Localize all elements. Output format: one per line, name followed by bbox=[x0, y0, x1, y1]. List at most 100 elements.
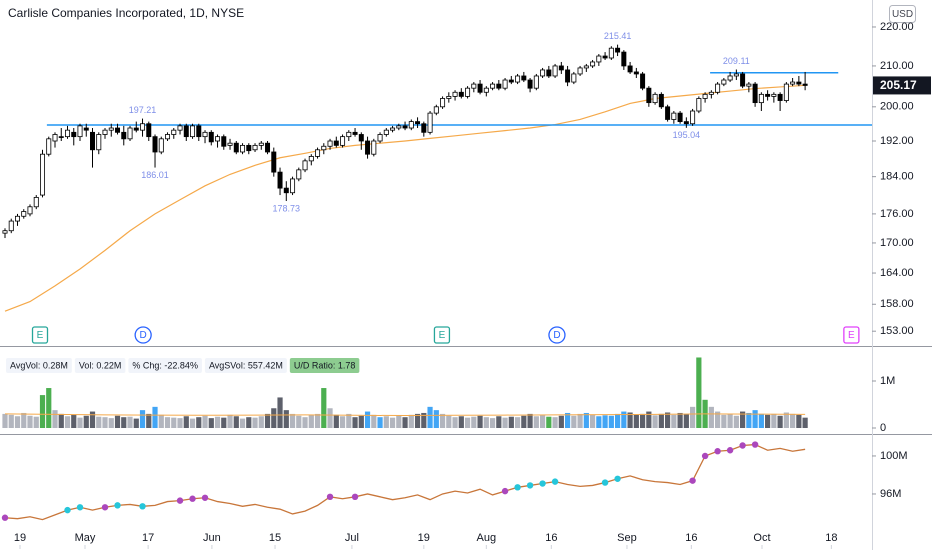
volume-bar bbox=[146, 413, 152, 429]
candle-body bbox=[752, 83, 758, 104]
candle-body bbox=[490, 83, 496, 89]
x-tick-label: 19 bbox=[418, 532, 430, 544]
candle-body bbox=[521, 75, 527, 81]
price-annotation: 178.73 bbox=[273, 203, 301, 213]
candle-body bbox=[252, 144, 258, 151]
x-tick-label: 15 bbox=[269, 532, 281, 544]
volume-bar bbox=[183, 416, 189, 429]
candle-body bbox=[696, 98, 702, 112]
candle-body bbox=[665, 106, 671, 120]
candle-body bbox=[615, 47, 621, 53]
volume-bar bbox=[696, 357, 702, 429]
candle-body bbox=[583, 65, 589, 69]
candle-body bbox=[502, 79, 508, 89]
volume-bar bbox=[446, 415, 452, 429]
candle-body bbox=[415, 121, 421, 125]
volume-bar bbox=[27, 415, 33, 429]
candle-body bbox=[465, 87, 471, 97]
candle-body bbox=[621, 51, 627, 67]
candle-body bbox=[308, 156, 314, 162]
volume-bar bbox=[283, 410, 289, 429]
candle-body bbox=[77, 125, 83, 138]
candle-body bbox=[258, 142, 264, 146]
candle-body bbox=[733, 73, 739, 77]
candle-body bbox=[421, 123, 427, 133]
candle-body bbox=[721, 79, 727, 85]
candle-body bbox=[27, 206, 33, 215]
obv-marker bbox=[1, 514, 9, 521]
axes: 220.00 210.00 200.00 192.00 184.00 176.00 170.… bbox=[14, 21, 931, 549]
obv-marker bbox=[714, 448, 721, 455]
indicator-label: Vol: 0.22M bbox=[79, 360, 122, 370]
candle-body bbox=[402, 125, 408, 129]
volume-bar bbox=[308, 414, 314, 429]
x-tick-label: 19 bbox=[14, 532, 26, 544]
volume-bar bbox=[533, 416, 539, 429]
volume-bar bbox=[733, 415, 739, 429]
volume-bar bbox=[358, 415, 364, 429]
volume-bar bbox=[239, 418, 246, 429]
candle-body bbox=[240, 144, 246, 153]
candle-body bbox=[590, 61, 596, 67]
candle-body bbox=[433, 106, 439, 114]
event-marker bbox=[433, 326, 451, 344]
event-label: D bbox=[553, 330, 560, 341]
obv-marker bbox=[139, 503, 146, 510]
price-annotation: 215.41 bbox=[604, 31, 632, 41]
y-tick-label: 220.00 bbox=[880, 21, 914, 33]
volume-bar bbox=[715, 411, 721, 429]
volume-bar bbox=[83, 415, 89, 429]
volume-bar bbox=[89, 411, 96, 429]
obv-marker bbox=[326, 493, 334, 501]
candle-body bbox=[608, 47, 614, 59]
volume-bar bbox=[558, 415, 564, 429]
obv-marker bbox=[739, 442, 746, 449]
candle-body bbox=[233, 142, 239, 153]
volume-panel: AvgVol: 0.28M Vol: 0.22M % Chg: -22.84% Avg… bbox=[2, 357, 808, 429]
volume-bar bbox=[364, 411, 371, 429]
candle-body bbox=[152, 136, 158, 153]
candle-body bbox=[215, 136, 221, 142]
volume-bar bbox=[602, 415, 608, 429]
x-tick-label: Sep bbox=[617, 532, 637, 544]
y-tick-label: 200.00 bbox=[880, 101, 914, 113]
volume-bar bbox=[221, 417, 227, 429]
candle-body bbox=[596, 55, 602, 63]
obv-line bbox=[4, 443, 806, 521]
candle-body bbox=[708, 91, 714, 95]
volume-bar bbox=[389, 417, 396, 429]
y-tick-label: 176.00 bbox=[880, 208, 914, 220]
price-annotation: 186.01 bbox=[141, 170, 169, 180]
candle-body bbox=[246, 144, 252, 152]
x-tick-label: 16 bbox=[685, 532, 697, 544]
candle-body bbox=[577, 67, 583, 75]
candle-body bbox=[290, 178, 296, 194]
candle-body bbox=[127, 127, 133, 140]
candle-body bbox=[196, 125, 202, 138]
volume-bar bbox=[408, 414, 414, 429]
volume-bar bbox=[152, 406, 158, 429]
volume-bar bbox=[58, 413, 64, 429]
volume-bar bbox=[108, 418, 114, 429]
volume-bar bbox=[583, 412, 589, 429]
obv-marker bbox=[726, 447, 734, 454]
candle-body bbox=[296, 169, 302, 180]
obv-marker bbox=[501, 487, 509, 495]
indicator-label-box bbox=[204, 358, 287, 373]
candle-body bbox=[183, 125, 189, 138]
x-tick-label: 18 bbox=[825, 532, 837, 544]
candle-body bbox=[777, 93, 783, 101]
candle-body bbox=[283, 187, 289, 194]
candle-body bbox=[458, 91, 464, 97]
volume-bar bbox=[327, 408, 333, 429]
candle-body bbox=[533, 75, 539, 89]
volume-bar bbox=[14, 416, 21, 429]
candle-body bbox=[515, 75, 521, 83]
volume-bar bbox=[621, 411, 627, 429]
candle-body bbox=[802, 83, 808, 86]
candle-body bbox=[771, 93, 777, 97]
volume-bar bbox=[8, 414, 14, 429]
volume-bar bbox=[321, 388, 327, 429]
volume-bar bbox=[727, 413, 733, 429]
candle-body bbox=[202, 131, 208, 138]
